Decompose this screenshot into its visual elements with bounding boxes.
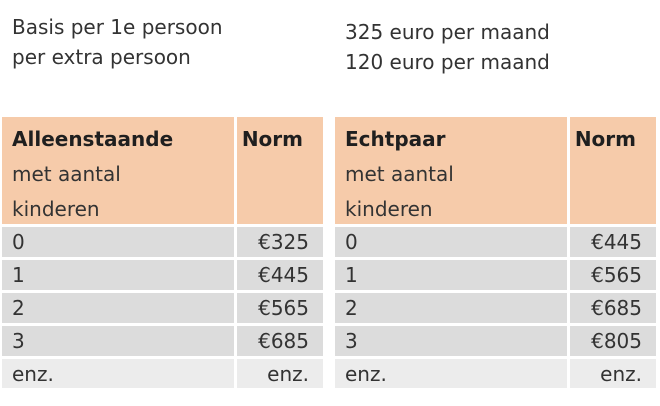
header-title: Alleenstaande (12, 127, 174, 151)
row-count: 3 (335, 326, 567, 356)
row-norm: €685 (237, 326, 323, 356)
row-count: 3 (2, 326, 234, 356)
row-norm: €445 (570, 227, 656, 257)
header-sub-line-1: met aantal (345, 162, 454, 186)
header-category: Alleenstaande met aantal kinderen (2, 117, 234, 224)
row-count: enz. (2, 359, 234, 388)
header-category: Echtpaar met aantal kinderen (335, 117, 567, 224)
intro-right-line-2: 120 euro per maand (345, 50, 550, 74)
header-sub-line-2: kinderen (345, 197, 433, 221)
table-echtpaar: Echtpaar met aantal kinderen Norm 0 €445… (335, 117, 656, 388)
table-alleenstaande: Alleenstaande met aantal kinderen Norm 0… (2, 117, 323, 388)
header-norm: Norm (570, 117, 656, 224)
row-norm: €445 (237, 260, 323, 290)
row-norm: €565 (570, 260, 656, 290)
intro-left-line-1: Basis per 1e persoon (12, 15, 223, 39)
row-norm: €565 (237, 293, 323, 323)
row-norm: enz. (237, 359, 323, 388)
row-norm: €805 (570, 326, 656, 356)
header-norm-label: Norm (241, 127, 303, 151)
intro-left-line-2: per extra persoon (12, 45, 191, 69)
row-count: enz. (335, 359, 567, 388)
row-count: 2 (335, 293, 567, 323)
row-count: 1 (2, 260, 234, 290)
row-count: 0 (2, 227, 234, 257)
header-title: Echtpaar (345, 127, 446, 151)
intro-right-line-1: 325 euro per maand (345, 20, 550, 44)
header-norm-label: Norm (574, 127, 636, 151)
row-norm: €325 (237, 227, 323, 257)
row-count: 2 (2, 293, 234, 323)
header-sub-line-2: kinderen (12, 197, 100, 221)
header-norm: Norm (237, 117, 323, 224)
header-sub-line-1: met aantal (12, 162, 121, 186)
row-norm: €685 (570, 293, 656, 323)
row-count: 1 (335, 260, 567, 290)
row-norm: enz. (570, 359, 656, 388)
row-count: 0 (335, 227, 567, 257)
